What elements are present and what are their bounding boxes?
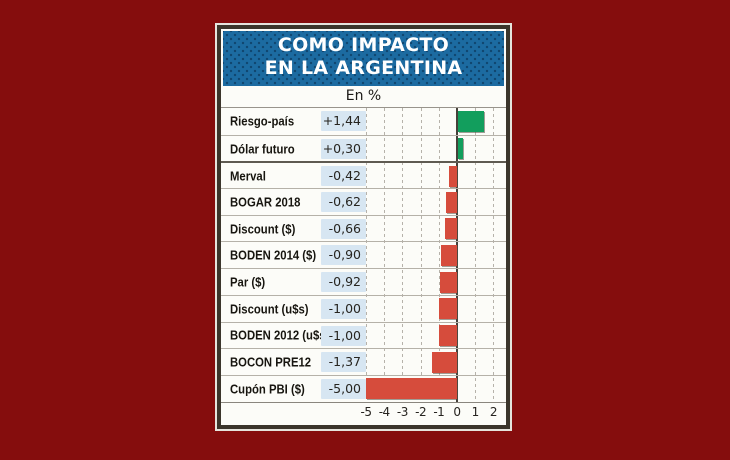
chart-title-line1: COMO IMPACTO <box>277 34 450 56</box>
x-tick-label: -5 <box>360 405 372 419</box>
gridline <box>493 108 495 402</box>
row-value-badge: -0,92 <box>321 272 366 293</box>
bar-negative <box>432 351 457 373</box>
row-value-badge: +1,44 <box>321 111 366 131</box>
chart-panel: COMO IMPACTO EN LA ARGENTINA En % Riesgo… <box>217 25 510 429</box>
row-value-badge: -1,37 <box>321 352 366 373</box>
bar-negative <box>438 298 457 320</box>
chart-subtitle: En % <box>345 88 382 104</box>
row-value-badge: -5,00 <box>321 378 366 399</box>
x-tick-label: -3 <box>396 405 408 419</box>
gridline <box>384 108 386 402</box>
bar-positive <box>458 138 464 160</box>
x-tick-label: 2 <box>489 405 498 419</box>
x-tick-label: 1 <box>471 405 480 419</box>
row-value-badge: -0,66 <box>321 218 366 239</box>
row-label: Merval <box>230 168 266 184</box>
bar-negative <box>438 325 457 346</box>
x-tick-label: -1 <box>433 405 445 419</box>
row-label: BOGAR 2018 <box>230 194 301 210</box>
gridline <box>366 108 367 402</box>
row-label: Cupón PBI ($) <box>230 381 305 397</box>
chart-row: BODEN 2012 (u$s) -1,00 <box>221 321 506 349</box>
chart-row: Merval -0,42 <box>221 161 506 188</box>
chart-header: COMO IMPACTO EN LA ARGENTINA <box>223 31 504 86</box>
row-label: Dólar futuro <box>230 141 295 157</box>
gridline <box>438 108 440 402</box>
chart-row: Dólar futuro +0,30 <box>221 134 506 162</box>
chart-row: BOCON PRE12 -1,37 <box>221 348 506 375</box>
chart-row: Discount (u$s) -1,00 <box>221 294 506 322</box>
bar-negative <box>440 244 457 266</box>
row-value-badge: +0,30 <box>321 138 366 159</box>
x-tick-label: -2 <box>415 405 427 419</box>
row-label: BODEN 2012 (u$s) <box>230 327 330 343</box>
chart-title-line2: EN LA ARGENTINA <box>264 57 463 79</box>
row-label: BOCON PRE12 <box>230 354 312 370</box>
bar-positive <box>458 110 485 132</box>
bar-negative <box>445 191 457 213</box>
x-axis: -5 -4 -3 -2 -1 0 1 2 <box>221 403 506 420</box>
row-value-badge: -0,42 <box>321 166 366 187</box>
row-label: Discount ($) <box>230 221 296 237</box>
chart-row: Riesgo-país +1,44 <box>221 108 506 135</box>
row-label: Discount (u$s) <box>230 301 309 317</box>
gridlines-layer <box>221 108 506 402</box>
zero-axis-line <box>456 108 458 402</box>
bar-negative <box>449 165 457 187</box>
chart-row: BOGAR 2018 -0,62 <box>221 188 506 215</box>
row-label: Par ($) <box>230 274 266 290</box>
x-tick-label: 0 <box>453 405 461 419</box>
chart-rows: Riesgo-país +1,44 Dólar futuro +0,30 Mer… <box>221 108 506 402</box>
bar-negative <box>444 218 457 240</box>
x-tick-label: -4 <box>378 405 390 419</box>
chart-plot-area: Riesgo-país +1,44 Dólar futuro +0,30 Mer… <box>221 107 506 403</box>
gridline <box>402 108 404 402</box>
chart-row: Discount ($) -0,66 <box>221 214 506 242</box>
bar-negative <box>440 271 457 293</box>
chart-row: Cupón PBI ($) -5,00 <box>221 374 506 402</box>
chart-row: Par ($) -0,92 <box>221 268 506 295</box>
row-value-badge: -1,00 <box>321 298 366 319</box>
bar-negative <box>366 378 457 400</box>
row-value-badge: -0,62 <box>321 192 366 213</box>
row-value-badge: -1,00 <box>321 325 366 346</box>
chart-row: BODEN 2014 ($) -0,90 <box>221 241 506 268</box>
row-label: Riesgo-país <box>230 113 295 129</box>
row-value-badge: -0,90 <box>321 245 366 266</box>
gridline <box>420 108 422 402</box>
gridline <box>475 108 477 402</box>
row-label: BODEN 2014 ($) <box>230 247 317 263</box>
